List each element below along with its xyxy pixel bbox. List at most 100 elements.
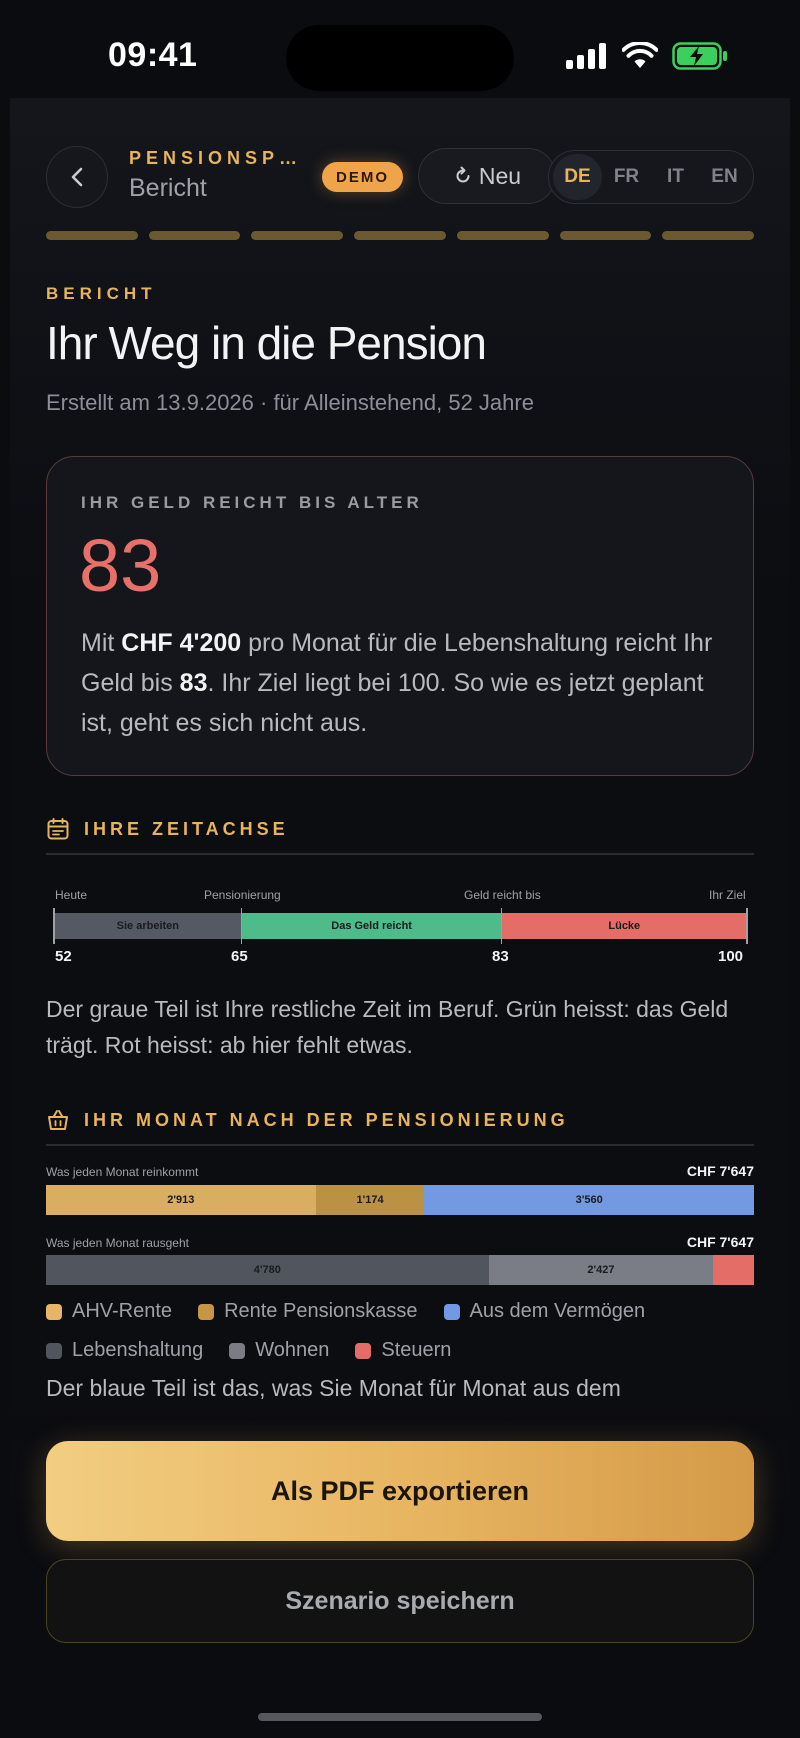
legend-item: Rente Pensionskasse	[198, 1300, 418, 1323]
legend-swatch	[46, 1303, 62, 1320]
result-text-part: pro Monat für die Lebenshaltung reicht I…	[81, 629, 713, 697]
legend-label: AHV-Rente	[72, 1300, 173, 1322]
legend-item: Wohnen	[229, 1339, 329, 1362]
back-button[interactable]	[46, 146, 108, 208]
legend-swatch	[229, 1342, 246, 1359]
timeline-label-today: Heute	[55, 888, 88, 902]
legend-label: Rente Pensionskasse	[224, 1300, 418, 1322]
status-time: 09:41	[108, 36, 198, 74]
timeline-tick	[500, 908, 503, 944]
timeline-age-retirement: 65	[231, 948, 248, 965]
signal-icon	[566, 43, 606, 69]
legend-item: AHV-Rente	[46, 1300, 172, 1323]
legend-label: Wohnen	[255, 1339, 330, 1361]
result-text-part: Mit	[81, 629, 122, 657]
language-option-fr[interactable]: FR	[613, 166, 640, 187]
timeline-tick	[53, 908, 55, 944]
monthly-explanation-text: Der blaue Teil ist das, was Sie Monat fü…	[46, 1375, 621, 1401]
language-option-it[interactable]: IT	[667, 166, 684, 187]
page-title: Ihr Weg in die Pension	[46, 317, 487, 369]
timeline-tick	[240, 908, 243, 944]
timeline-segment: Sie arbeiten	[54, 913, 242, 939]
page-subtitle: Erstellt am 13.9.2026 · für Alleinstehen…	[46, 390, 534, 415]
save-scenario-button[interactable]: Szenario speichern	[46, 1559, 754, 1643]
app-background	[10, 98, 790, 1498]
progress-step	[456, 231, 549, 240]
legend-swatch	[443, 1303, 460, 1320]
income-bar: 2'913 1'174 3'560	[46, 1185, 754, 1215]
chevron-left-icon	[71, 167, 83, 187]
legend-swatch	[355, 1342, 372, 1359]
refresh-icon	[456, 166, 470, 183]
bar-segment: 1'174	[315, 1185, 425, 1215]
language-option-en[interactable]: EN	[711, 166, 738, 187]
language-option-de[interactable]: DE	[553, 154, 602, 200]
scroll-fade	[0, 1400, 800, 1440]
result-age-value: 83	[79, 524, 162, 607]
calendar-icon	[47, 818, 69, 840]
header-title: Bericht	[129, 174, 207, 202]
home-indicator	[258, 1713, 542, 1721]
dynamic-island	[286, 25, 514, 91]
legend-item: Steuern	[355, 1339, 451, 1362]
expenses-caption: Was jeden Monat rausgeht	[46, 1236, 189, 1250]
progress-step	[148, 231, 241, 240]
wifi-icon	[622, 42, 658, 68]
basket-icon	[48, 1110, 68, 1130]
timeline-explanation: Der graue Teil ist Ihre restliche Zeit i…	[46, 996, 729, 1058]
demo-badge: DEMO	[322, 162, 403, 192]
new-button[interactable]: Neu	[418, 148, 556, 204]
legend-swatch	[198, 1303, 215, 1320]
status-icons	[566, 42, 728, 70]
timeline-label-retirement: Pensionierung	[204, 888, 281, 902]
monthly-legend: AHV-Rente Rente Pensionskasse Aus dem Verm…	[46, 1300, 754, 1362]
export-pdf-button[interactable]: Als PDF exportieren	[46, 1441, 754, 1541]
legend-label: Lebenshaltung	[72, 1339, 204, 1361]
bar-segment	[713, 1255, 754, 1285]
timeline-tick	[746, 908, 748, 944]
legend-item: Aus dem Vermögen	[443, 1300, 646, 1323]
timeline-section-header: IHRE ZEITACHSE	[46, 817, 289, 841]
status-bar: 09:41	[0, 0, 800, 100]
bar-segment: 3'560	[424, 1185, 754, 1215]
timeline-label-goal: Ihr Ziel	[709, 888, 746, 902]
progress-step	[46, 231, 138, 240]
result-text-amount: CHF 4'200	[121, 629, 242, 657]
timeline-age-goal: 100	[718, 948, 744, 965]
progress-step	[354, 231, 446, 240]
result-description: Mit CHF 4'200 pro Monat für die Lebensha…	[81, 623, 731, 743]
monthly-section-header: IHR MONAT NACH DER PENSIONIERUNG	[46, 1108, 569, 1132]
battery-charging-icon	[672, 42, 727, 70]
timeline-segment: Das Geld reicht	[241, 913, 502, 939]
header-kicker: PENSIONSP…	[129, 148, 303, 168]
result-text-age: 83	[179, 669, 208, 697]
progress-step	[251, 231, 344, 240]
expenses-bar: 4'780 2'427	[46, 1255, 754, 1285]
new-button-label: Neu	[478, 162, 522, 189]
timeline-age-today: 52	[55, 948, 72, 965]
language-switcher: DE FR IT EN	[548, 150, 754, 204]
legend-label: Steuern	[381, 1339, 452, 1361]
income-total: CHF 7'647	[686, 1163, 754, 1179]
monthly-section-title: IHR MONAT NACH DER PENSIONIERUNG	[84, 1109, 569, 1130]
divider	[46, 853, 754, 855]
bar-segment: 2'427	[488, 1255, 714, 1285]
progress-step	[559, 231, 652, 240]
divider	[46, 1144, 754, 1146]
legend-item: Lebenshaltung	[46, 1339, 203, 1362]
wizard-progress	[46, 231, 755, 240]
result-label: IHR GELD REICHT BIS ALTER	[81, 493, 423, 512]
result-text-part: . Ihr Ziel liegt bei 100. So wie es jetz…	[81, 669, 704, 737]
result-card: IHR GELD REICHT BIS ALTER 83 Mit CHF 4'2…	[46, 456, 754, 776]
monthly-explanation: Der blaue Teil ist das, was Sie Monat fü…	[46, 1370, 754, 1420]
expenses-total: CHF 7'647	[686, 1234, 754, 1250]
timeline-label-money-until: Geld reicht bis	[464, 888, 541, 902]
report-eyebrow: BERICHT	[46, 284, 157, 303]
bar-segment: 4'780	[46, 1255, 489, 1285]
timeline-age-money-until: 83	[492, 948, 509, 965]
progress-step	[662, 231, 755, 240]
bar-segment: 2'913	[46, 1185, 316, 1215]
legend-label: Aus dem Vermögen	[469, 1300, 646, 1322]
legend-swatch	[46, 1342, 62, 1359]
income-caption: Was jeden Monat reinkommt	[46, 1165, 199, 1179]
